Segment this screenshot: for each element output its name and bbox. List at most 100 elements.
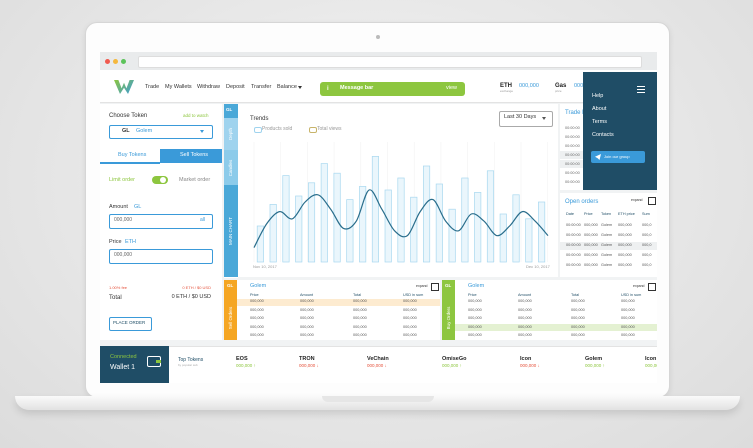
chart-tab-label[interactable]: MAIN CHART [227, 217, 233, 245]
nav-item[interactable]: Withdraw [197, 84, 220, 90]
price-label: Price [109, 239, 122, 245]
nav-item[interactable]: Transfer [251, 84, 272, 90]
menu-icon[interactable] [637, 92, 645, 93]
nav-item[interactable]: My Wallets [165, 84, 192, 90]
col-header: Price [584, 212, 593, 216]
tab-sell[interactable] [160, 149, 222, 163]
chart-tab-label[interactable]: Candles [227, 159, 233, 176]
cell: 000,000 [250, 307, 264, 312]
book-expand[interactable]: expand [633, 284, 645, 288]
place-order-label[interactable]: PLACE ORDER [113, 320, 146, 325]
range-select[interactable] [499, 111, 553, 127]
cell: 000,000 [468, 324, 482, 329]
fee-value: 0 ETH / $0 USD [182, 285, 211, 290]
message-action[interactable]: view [446, 85, 458, 91]
cell: 000,000 [250, 316, 264, 320]
cell: 000,000 [621, 307, 635, 312]
bar [397, 177, 405, 263]
tab-sell-label[interactable]: Sell Tokens [180, 152, 209, 158]
open-orders-expand[interactable]: expand [631, 198, 643, 202]
price-input[interactable] [109, 249, 213, 264]
watch-link[interactable]: add to watch [183, 113, 209, 118]
dropdown-caret [298, 86, 302, 89]
menu-item[interactable]: Terms [592, 119, 607, 125]
expand-icon[interactable] [648, 283, 656, 291]
token-name[interactable]: TRON [299, 356, 315, 362]
cell: 000,000 [468, 316, 482, 320]
toggle-knob [160, 177, 166, 183]
col-header: Sum [642, 212, 650, 216]
stat-label: Gas [555, 83, 567, 89]
stat-value: 000,000 [519, 83, 539, 89]
menu-item[interactable]: Contacts [592, 132, 614, 138]
window-dot [105, 59, 110, 64]
wallet-panel[interactable] [100, 346, 169, 383]
chart-tab-label[interactable]: GL [226, 107, 233, 112]
bar [256, 225, 264, 263]
message-text: Message bar [340, 85, 374, 91]
book-label: Sell Orders [227, 306, 233, 330]
amount-input[interactable] [109, 214, 213, 229]
cell: 000,000 [250, 299, 264, 303]
screen: Trade My Wallets Withdraw Deposit Transfer Ba… [100, 52, 657, 383]
history-date: 00:00:00 [565, 126, 580, 130]
cell: 000,000 [618, 253, 632, 257]
legend-swatch [254, 127, 262, 133]
connected: Connected [110, 354, 137, 360]
token-name[interactable]: Icon [645, 356, 657, 362]
cell: 000,000 [518, 316, 532, 320]
join-label[interactable]: Join our group [604, 154, 630, 159]
join-button[interactable] [591, 151, 645, 163]
menu-item[interactable]: About [592, 106, 607, 112]
book-code: GL [227, 283, 234, 288]
price-value: 000,000 [114, 252, 133, 258]
chart-tab-label[interactable]: Depth [227, 127, 233, 141]
nav-item[interactable]: Deposit [226, 84, 245, 90]
menu-icon[interactable] [637, 89, 645, 90]
nav-item[interactable]: Balance [277, 84, 297, 90]
cell: 000,000 [300, 307, 314, 312]
tab-buy[interactable] [100, 149, 160, 164]
bar [269, 204, 277, 263]
price-unit: ETH [125, 239, 136, 245]
expand-icon[interactable] [648, 197, 656, 205]
footer [100, 346, 657, 383]
camera [376, 35, 380, 39]
token-name[interactable]: Icon [520, 356, 532, 362]
cell: 000,000 [518, 299, 532, 303]
range-label[interactable]: Last 30 Days [504, 114, 537, 120]
row-highlight [560, 242, 657, 250]
menu-item[interactable]: Help [592, 93, 604, 99]
market-label[interactable]: Market order [179, 177, 211, 183]
amount-all[interactable]: all [200, 217, 206, 223]
cell: 000,000 [403, 324, 417, 329]
bar [371, 156, 379, 263]
bar [448, 208, 456, 263]
history-title: Trade history [565, 110, 600, 116]
token-select[interactable] [109, 125, 213, 139]
expand-icon[interactable] [431, 283, 439, 291]
col-header: Total [571, 293, 580, 297]
book-expand[interactable]: expand [416, 284, 428, 288]
nav-item[interactable]: Trade [145, 84, 160, 90]
token-name[interactable]: VeChain [367, 356, 389, 362]
stat-value: 000 [574, 83, 584, 89]
history-date: 00:00:00 [565, 171, 580, 175]
col-header: Price [468, 293, 477, 297]
message-bar[interactable] [320, 82, 465, 96]
amount-label: Amount [109, 204, 128, 210]
chart-tab[interactable] [224, 185, 238, 278]
cell: 000,000 [518, 307, 532, 312]
tab-buy-label[interactable]: Buy Tokens [118, 152, 147, 158]
menu-icon[interactable] [637, 86, 645, 87]
token-name[interactable]: Golem [585, 356, 603, 362]
limit-label[interactable]: Limit order [109, 177, 135, 183]
token-name[interactable]: OmiseGo [442, 356, 467, 362]
logo [114, 80, 134, 94]
col-header: Token [601, 212, 612, 216]
token-name[interactable]: EOS [236, 356, 248, 362]
total-label: Total [109, 295, 122, 301]
place-order[interactable] [109, 317, 152, 331]
window-dot [121, 59, 126, 64]
